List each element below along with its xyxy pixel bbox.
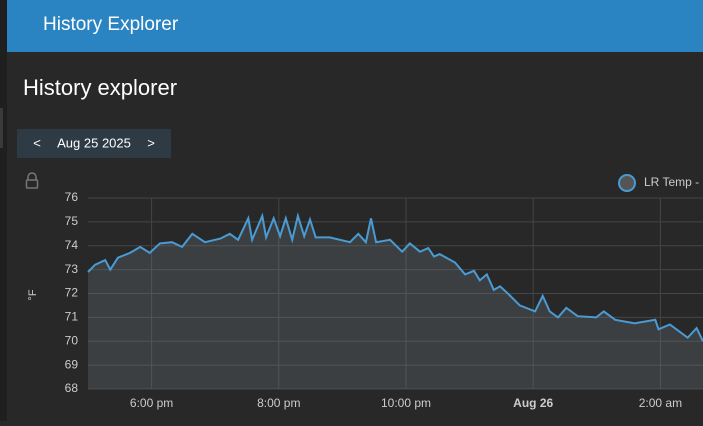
series-area <box>88 215 703 389</box>
series-line <box>87 212 703 342</box>
app-header <box>7 0 703 52</box>
x-tick-label: 10:00 pm <box>381 396 431 410</box>
y-tick-label: 71 <box>65 310 79 324</box>
plot: 68 69 70 71 72 73 74 75 76 6:00 pm 8:00 pm 10:00 pm… <box>65 190 703 410</box>
legend-marker <box>618 174 636 192</box>
prev-button[interactable]: < <box>33 135 41 150</box>
x-tick-label: 8:00 pm <box>257 396 300 410</box>
x-tick-label: Aug 26 <box>513 396 553 410</box>
sidebar-handle <box>0 108 3 148</box>
y-tick-label: 75 <box>65 214 79 228</box>
sidebar <box>0 0 7 421</box>
y-tick-label: 72 <box>65 286 79 300</box>
x-tick-label: 6:00 pm <box>130 396 173 410</box>
y-tick-label: 73 <box>65 262 79 276</box>
legend-label: LR Temp - <box>644 175 699 189</box>
header-title: History Explorer <box>43 14 179 35</box>
x-tick-label: 2:00 am <box>639 396 682 410</box>
y-tick-label: 68 <box>65 381 79 395</box>
next-button[interactable]: > <box>147 135 155 150</box>
date-label[interactable]: Aug 25 2025 <box>57 135 131 150</box>
y-tick-label: 74 <box>65 238 79 252</box>
page-title: History explorer <box>23 75 177 100</box>
date-nav <box>17 129 171 158</box>
y-tick-label: 70 <box>65 333 79 347</box>
y-tick-label: 69 <box>65 357 79 371</box>
y-axis-label: °F <box>27 289 39 300</box>
y-tick-label: 76 <box>65 190 79 204</box>
lock-icon[interactable] <box>25 172 39 189</box>
